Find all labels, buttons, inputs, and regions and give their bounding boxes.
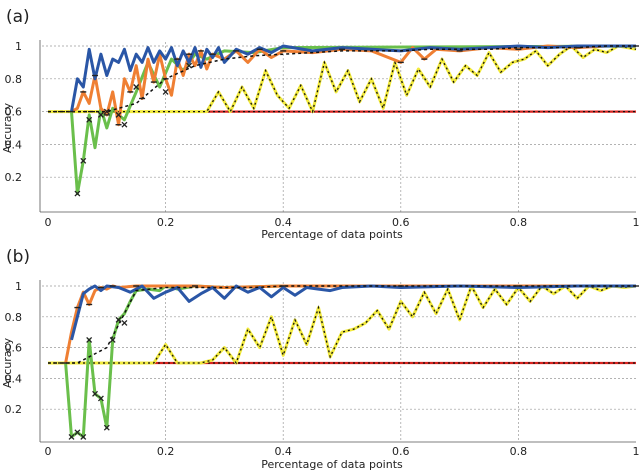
x-axis-label: Percentage of data points — [261, 458, 403, 471]
x-marker — [162, 88, 169, 95]
panel-a: (a) 0 0.2 0.4 0.6 0.8 1 0.2 0.4 0.6 0.8 1 Percentage… — [1, 7, 640, 241]
y-tick-label: 1 — [15, 40, 22, 53]
yellow-series-overlay — [48, 284, 637, 365]
x-tick-label: 0.6 — [392, 216, 410, 229]
green-series-line — [70, 44, 637, 196]
green-series-line — [64, 284, 636, 439]
x-tick-label: 0.4 — [274, 445, 292, 458]
x-marker — [115, 316, 122, 323]
x-marker — [86, 336, 93, 343]
x-tick-label: 0 — [45, 216, 52, 229]
y-tick-label: 0.8 — [5, 73, 23, 86]
x-tick-label: 0.4 — [274, 216, 292, 229]
x-marker — [97, 111, 104, 118]
y-tick-label: 0.4 — [5, 372, 23, 385]
x-marker — [92, 390, 98, 397]
x-marker — [74, 190, 81, 197]
black-dashed-series-line — [48, 45, 636, 113]
x-tick-label: 0.6 — [392, 445, 410, 458]
blue-series-line — [70, 44, 636, 112]
x-tick-label: 0.2 — [157, 216, 175, 229]
yellow-series-line — [48, 284, 637, 365]
x-marker — [115, 111, 122, 118]
x-marker — [103, 108, 110, 115]
yellow-series-overlay — [48, 45, 637, 114]
x-marker — [109, 336, 116, 343]
x-marker — [80, 157, 87, 164]
x-marker — [121, 121, 128, 128]
x-marker — [103, 424, 110, 431]
x-marker — [186, 62, 193, 69]
x-marker — [68, 433, 75, 440]
y-tick-label: 0.8 — [5, 311, 23, 324]
x-tick-label: 0.2 — [157, 445, 175, 458]
y-tick-label: 0.4 — [5, 138, 23, 151]
y-tick-label: 0.6 — [5, 342, 23, 355]
y-tick-label: 0.6 — [5, 106, 23, 119]
x-marker — [86, 116, 93, 123]
x-marker — [121, 320, 128, 326]
blue-series-line — [70, 284, 636, 341]
x-tick-label: 1 — [633, 445, 640, 458]
x-tick-label: 1 — [633, 216, 640, 229]
x-tick-label: 0.8 — [510, 216, 528, 229]
panel-label: (a) — [6, 7, 30, 27]
y-tick-label: 1 — [15, 280, 22, 293]
x-tick-label: 0 — [45, 445, 52, 458]
black-dashed-series-line — [48, 285, 636, 364]
panel-label: (b) — [6, 247, 30, 267]
x-marker — [80, 433, 87, 440]
x-marker — [97, 395, 104, 402]
y-axis-label: Accuracy — [1, 337, 14, 388]
x-marker — [74, 429, 81, 436]
x-marker — [133, 84, 140, 90]
panel-b: (b) 0 0.2 0.4 0.6 0.8 1 0.2 0.4 0.6 0.8 1 Percentage… — [1, 247, 640, 471]
x-tick-label: 0.8 — [510, 445, 528, 458]
y-axis-label: Accuracy — [1, 102, 14, 153]
y-tick-label: 0.2 — [5, 171, 23, 184]
y-tick-label: 0.2 — [5, 403, 23, 416]
x-axis-label: Percentage of data points — [261, 228, 403, 241]
